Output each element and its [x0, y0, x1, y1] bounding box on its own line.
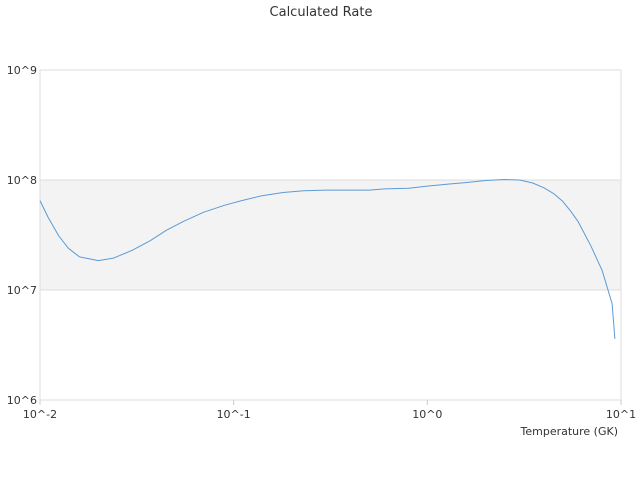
y-tick-label: 10^9 — [7, 64, 37, 77]
y-tick-label: 10^6 — [7, 394, 37, 407]
plot-band — [40, 180, 621, 290]
x-tick-label: 10^0 — [412, 408, 442, 421]
x-axis-ticks: 10^-2 10^-1 10^0 10^1 — [23, 400, 636, 421]
y-axis-ticks: 10^6 10^7 10^8 10^9 — [7, 64, 37, 407]
x-tick-label: 10^-2 — [23, 408, 57, 421]
x-axis-title: Temperature (GK) — [520, 425, 619, 438]
x-tick-label: 10^-1 — [217, 408, 251, 421]
y-tick-label: 10^8 — [7, 174, 37, 187]
chart-title: Calculated Rate — [270, 5, 373, 20]
plot-bands — [40, 180, 621, 290]
y-tick-label: 10^7 — [7, 284, 37, 297]
x-tick-label: 10^1 — [606, 408, 636, 421]
series-line — [39, 179, 616, 339]
series-layer — [39, 179, 616, 339]
plot-frame — [39, 69, 622, 401]
